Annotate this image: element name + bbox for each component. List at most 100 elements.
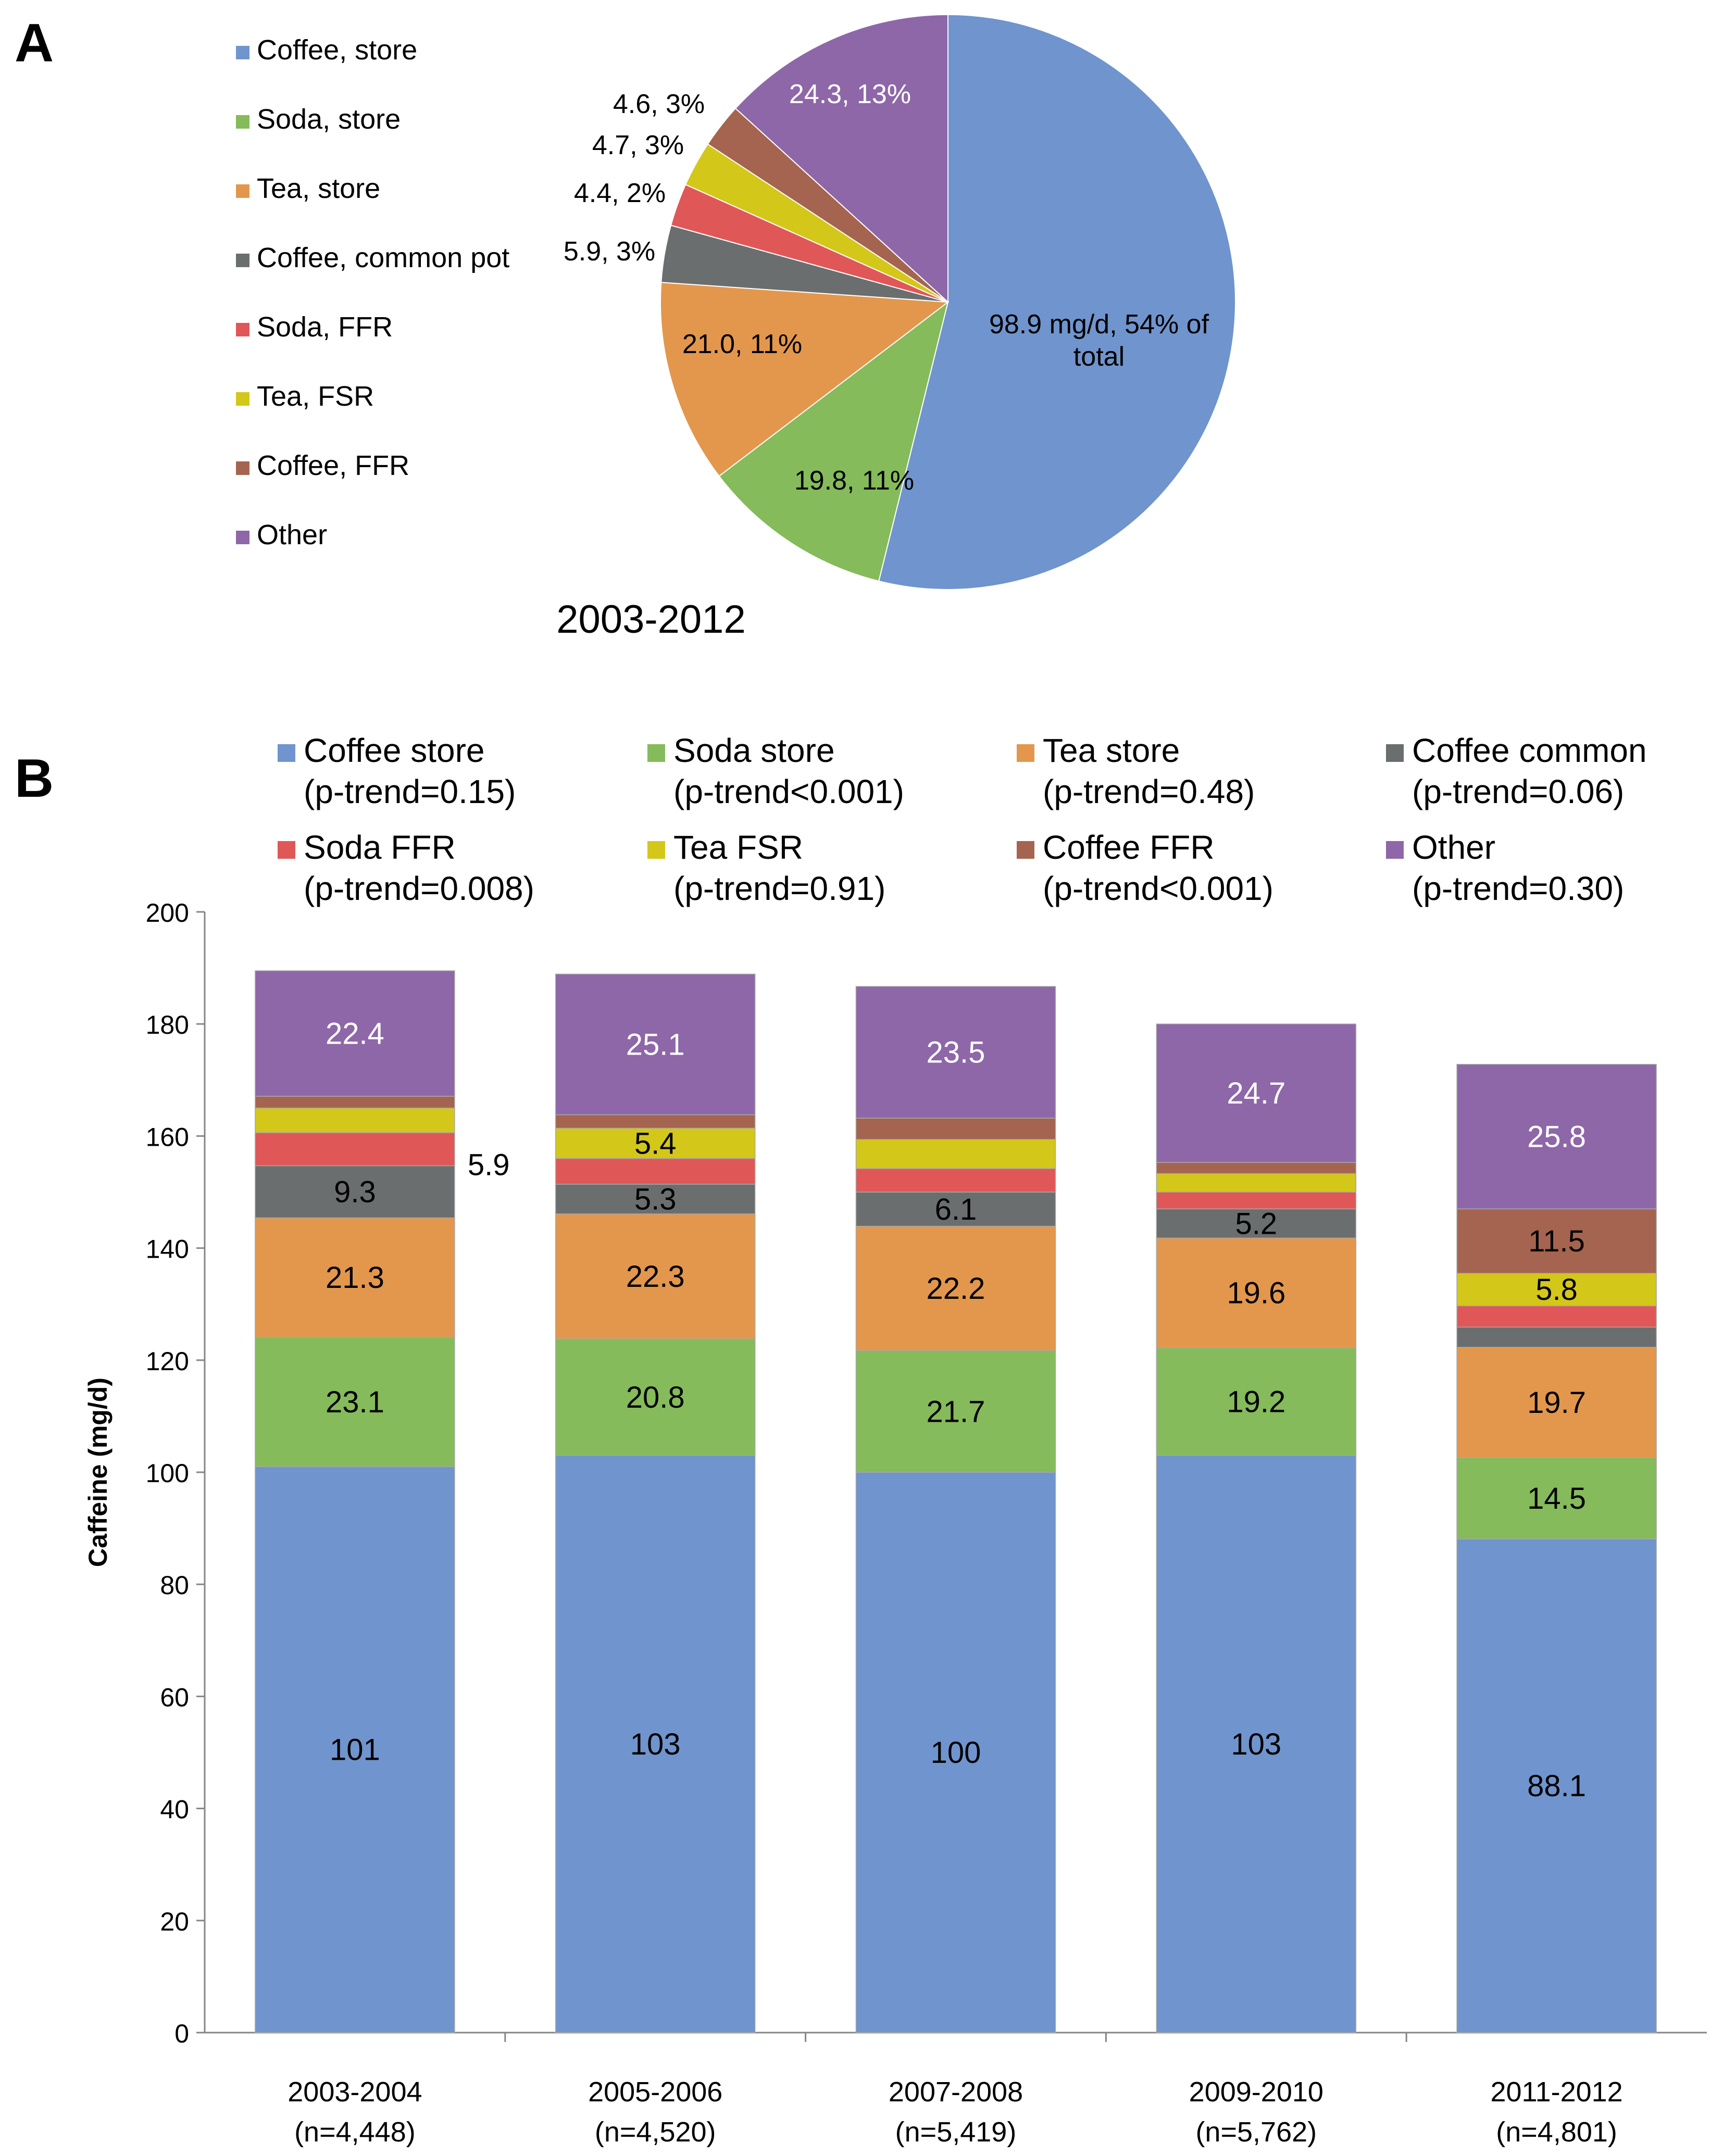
- bar-legend-item-soda-ffr: Soda FFR (p-trend=0.008): [278, 829, 534, 907]
- bar-segment-coffee-common: [855, 1192, 1056, 1227]
- pie-legend-label: Soda, FFR: [257, 311, 393, 343]
- bar-legend-trend: (p-trend=0.008): [304, 870, 534, 907]
- bar-value-label: 25.1: [626, 1028, 685, 1062]
- pie-chart: 98.9 mg/d, 54% of total 19.8, 11% 21.0, 11%…: [564, 14, 1236, 590]
- bar-segment-coffee-store: [1156, 1455, 1357, 2033]
- pie-legend-swatch: [236, 184, 249, 198]
- bar-segment-other: [855, 986, 1056, 1119]
- bar-segment-soda-ffr: [855, 1168, 1056, 1193]
- y-tick-label: 80: [160, 1571, 189, 1600]
- bar-segment-coffee-ffr: [255, 1096, 455, 1109]
- bar-value-label: 19.7: [1527, 1386, 1586, 1420]
- bar-legend-item-tea-store: Tea store (p-trend=0.48): [1017, 732, 1255, 810]
- bar-segment-tea-store: [555, 1213, 756, 1339]
- pie-label-tea-fsr: 4.7, 3%: [592, 130, 684, 160]
- bar-legend-trend: (p-trend<0.001): [1043, 870, 1273, 907]
- panel-a-label: A: [15, 13, 54, 73]
- bar-value-label: 22.4: [326, 1017, 384, 1051]
- bar-segment-other: [1156, 1023, 1357, 1163]
- bar-segment-coffee-store: [555, 1455, 756, 2033]
- bar-value-label: 22.3: [626, 1260, 685, 1294]
- bar-segment-tea-fsr: [855, 1139, 1056, 1169]
- y-tick-label: 20: [160, 1907, 189, 1936]
- bar-segment-coffee-store: [255, 1466, 455, 2033]
- bar-value-label: 14.5: [1527, 1482, 1586, 1515]
- pie-label-coffee-store: 98.9 mg/d, 54% of total: [989, 309, 1209, 372]
- bar-legend-trend: (p-trend=0.06): [1412, 773, 1624, 810]
- pie-legend-swatch: [236, 461, 249, 475]
- bar-value-label: 88.1: [1527, 1769, 1586, 1803]
- bar-legend-item-coffee-store: Coffee store (p-trend=0.15): [278, 732, 516, 810]
- bar-segment-coffee-common: [255, 1165, 455, 1219]
- bar-legend-name: Other: [1412, 829, 1495, 866]
- x-category-label: 2003-2004: [288, 2076, 422, 2108]
- pie-legend-item-coffee-common-pot: Coffee, common pot: [236, 242, 509, 273]
- bar-legend-swatch: [278, 841, 295, 859]
- bar-segment-other: [555, 973, 756, 1116]
- bar-2009-2010: 103 19.2 19.6 5.2 24.7: [1156, 1023, 1357, 2033]
- pie-legend-item-tea-fsr: Tea, FSR: [236, 381, 374, 412]
- bar-value-label: 5.2: [1235, 1207, 1277, 1241]
- pie-slice-tea-store: [659, 282, 950, 477]
- x-category-n: (n=5,419): [895, 2116, 1017, 2148]
- y-tick-label: 180: [146, 1010, 189, 1039]
- pie-legend-swatch: [236, 323, 249, 336]
- bar-segment-coffee-store: [1456, 1538, 1657, 2033]
- x-category-label: 2011-2012: [1490, 2076, 1622, 2108]
- x-category-label: 2007-2008: [889, 2076, 1023, 2108]
- bar-legend-item-coffee-ffr: Coffee FFR (p-trend<0.001): [1017, 829, 1273, 907]
- pie-label-coffee-common-pot: 5.9, 3%: [564, 236, 655, 267]
- bar-value-label: 23.5: [927, 1036, 985, 1070]
- pie-label-tea-store: 21.0, 11%: [682, 329, 802, 359]
- y-tick-label: 60: [160, 1683, 189, 1712]
- bar-value-label: 24.7: [1227, 1076, 1285, 1110]
- y-tick-label: 0: [174, 2019, 189, 2048]
- bar-segment-soda-ffr: [1156, 1192, 1357, 1210]
- y-tick-label: 140: [146, 1235, 189, 1264]
- bar-legend-trend: (p-trend=0.91): [673, 870, 885, 907]
- pie-label-coffee-ffr: 4.6, 3%: [613, 89, 705, 119]
- bar-2003-2004: 101 23.1 21.3 9.3 22.4: [255, 970, 455, 2033]
- bar-segment-soda-ffr: [555, 1158, 756, 1185]
- bar-legend-item-soda-store: Soda store (p-trend<0.001): [647, 732, 904, 810]
- pie-legend-item-other: Other: [236, 519, 327, 550]
- pie-legend-label: Coffee, store: [257, 34, 417, 66]
- bar-legend-swatch: [1017, 744, 1034, 762]
- bar-legend-name: Coffee common: [1412, 732, 1647, 769]
- y-tick-label: 120: [146, 1347, 189, 1376]
- bar-segment-soda-store: [1156, 1347, 1357, 1456]
- bar-legend-trend: (p-trend=0.30): [1412, 870, 1624, 907]
- x-category-n: (n=4,448): [294, 2116, 416, 2148]
- bar-segment-coffee-store: [855, 1472, 1056, 2033]
- bar-legend-item-coffee-common: Coffee common (p-trend=0.06): [1386, 732, 1647, 810]
- y-tick-label: 100: [146, 1459, 189, 1488]
- bar-segment-tea-fsr: [255, 1107, 455, 1133]
- y-tick-label: 160: [146, 1122, 189, 1151]
- bar-value-label: 9.3: [334, 1175, 376, 1209]
- pie-legend-swatch: [236, 392, 249, 406]
- pie-label-soda-store: 19.8, 11%: [794, 466, 914, 496]
- pie-legend-item-soda-ffr: Soda, FFR: [236, 311, 393, 343]
- pie-legend-swatch: [236, 531, 249, 544]
- bar-segment-soda-store: [855, 1350, 1056, 1473]
- pie-legend-label: Tea, FSR: [257, 381, 374, 412]
- bar-segment-tea-fsr: [555, 1127, 756, 1159]
- bar-segment-soda-store: [255, 1336, 455, 1468]
- pie-label-soda-ffr: 4.4, 2%: [574, 178, 666, 208]
- bar-segment-other: [255, 970, 455, 1097]
- y-tick-label: 40: [160, 1795, 189, 1824]
- bar-segment-soda-ffr: [1456, 1305, 1657, 1328]
- stacked-bar-chart: 0 20 40 60 80 100 120 140 160 180 200 Caffeine (mg/…: [83, 898, 1707, 2148]
- bar-legend-item-other: Other (p-trend=0.30): [1386, 829, 1624, 907]
- bar-legend-name: Soda store: [673, 732, 835, 769]
- pie-slice-coffee-store: [878, 14, 1236, 590]
- x-category-label: 2009-2010: [1189, 2076, 1323, 2108]
- bar-value-label: 5.3: [634, 1182, 677, 1216]
- bar-legend-swatch: [647, 841, 665, 859]
- bar-legend-item-tea-fsr: Tea FSR (p-trend=0.91): [647, 829, 885, 907]
- bar-segment-coffee-ffr: [855, 1118, 1056, 1140]
- pie-legend-item-coffee-store: Coffee, store: [236, 34, 417, 66]
- bar-value-label: 6.1: [935, 1193, 977, 1226]
- x-category-n: (n=4,801): [1496, 2116, 1617, 2148]
- bar-value-label: 101: [330, 1733, 380, 1767]
